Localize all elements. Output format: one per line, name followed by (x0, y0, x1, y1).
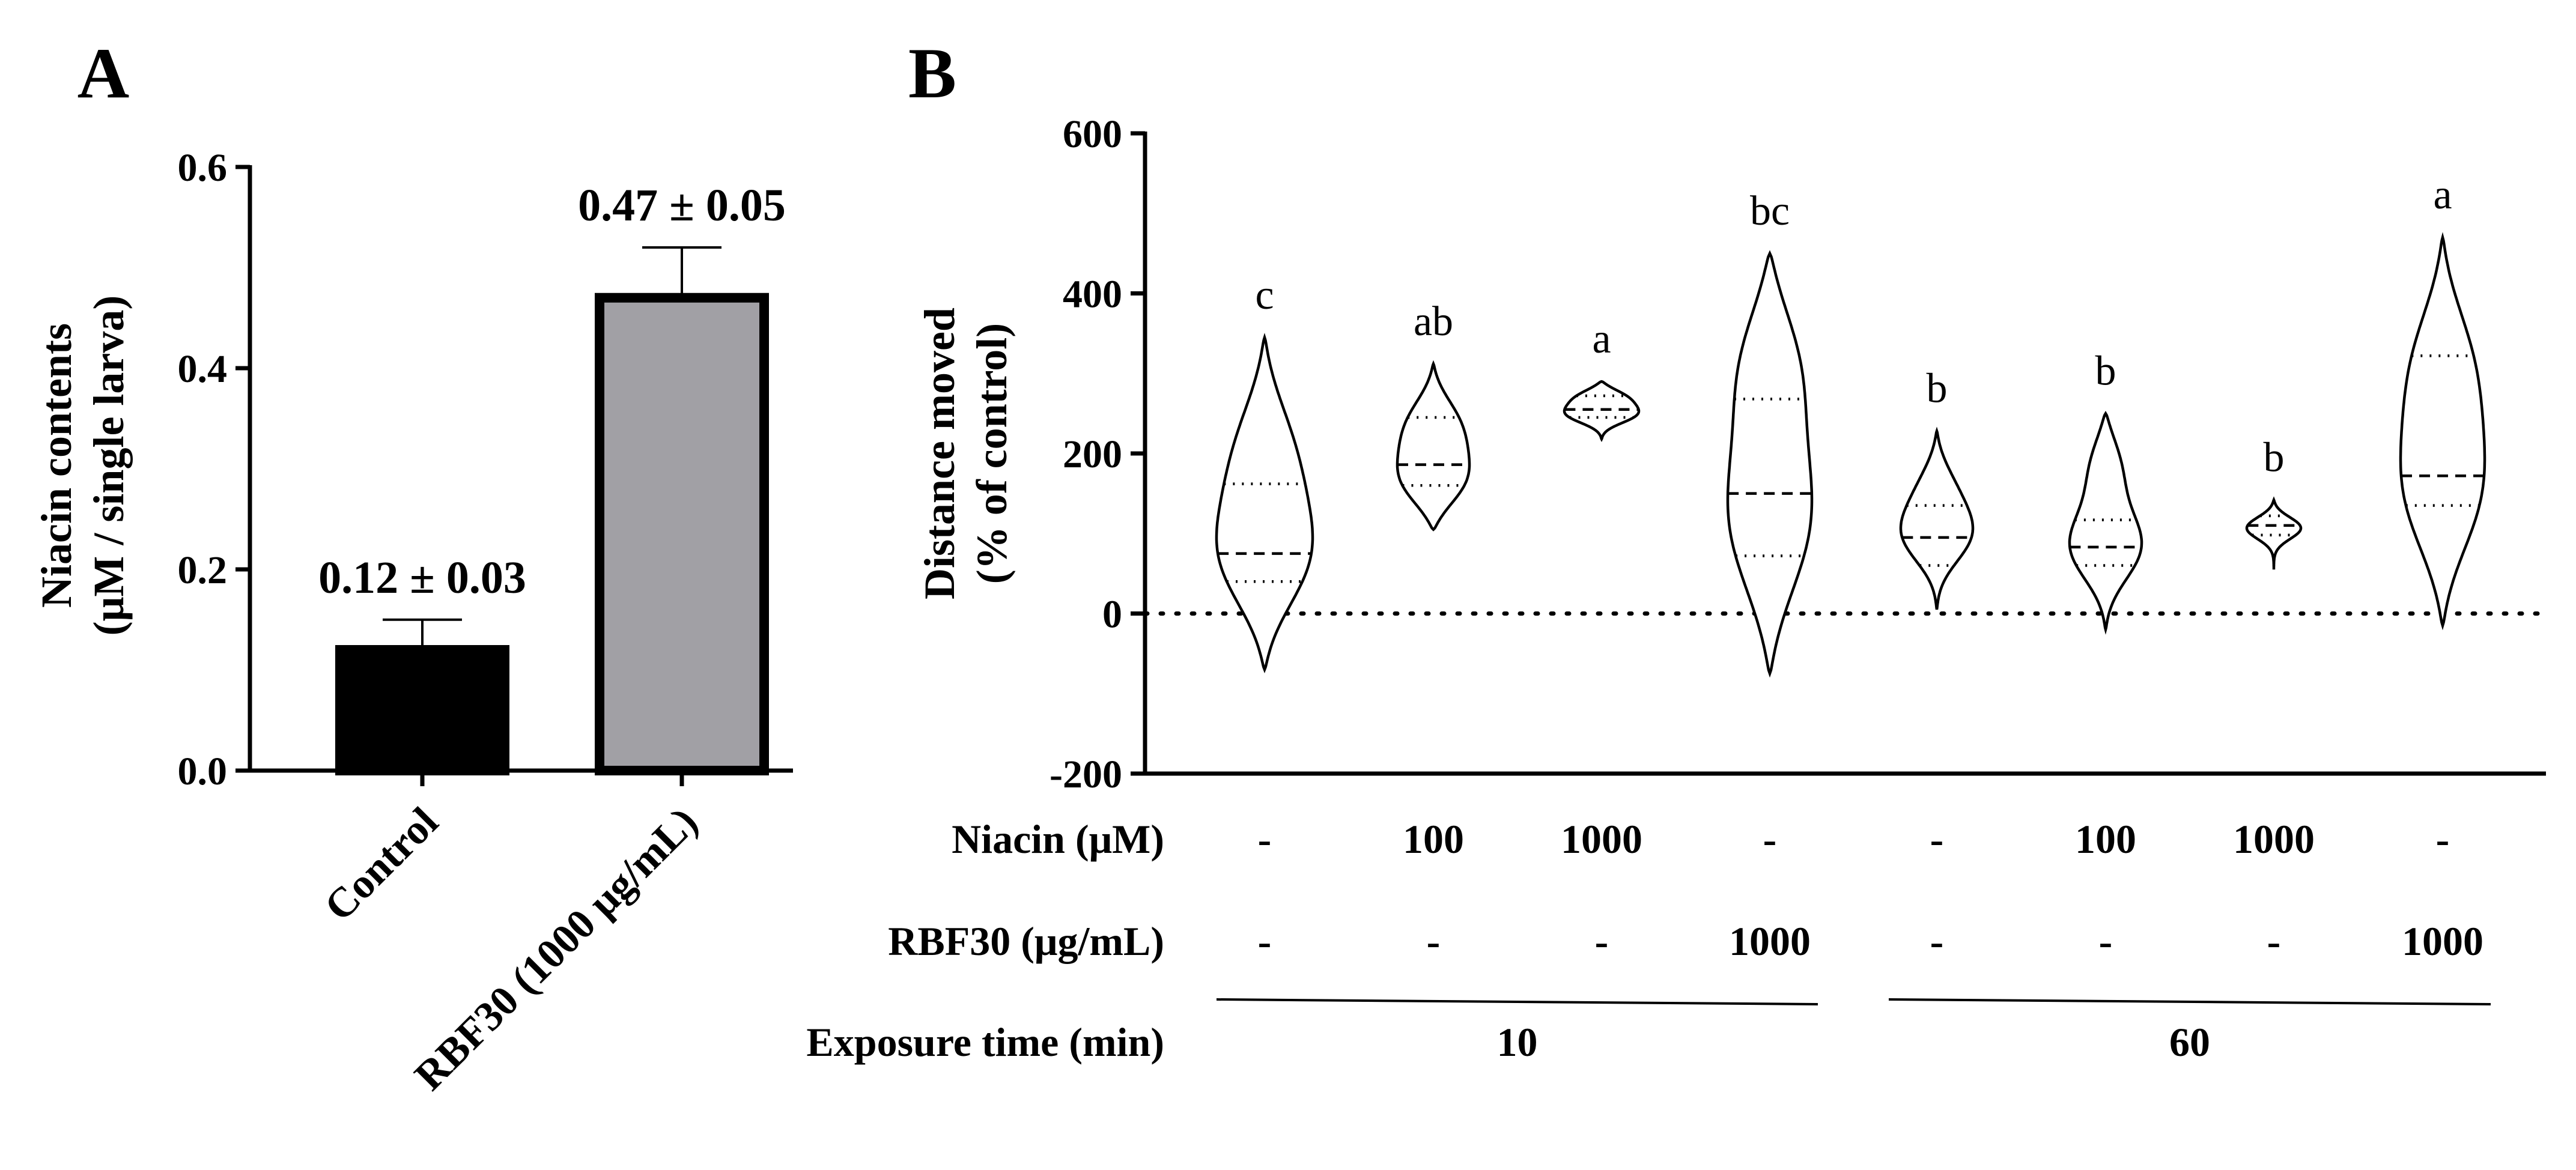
niacin-value: 1000 (2233, 816, 2315, 862)
panel-a-y-tick-label: 0.4 (178, 347, 228, 391)
rbf30-value: - (2267, 918, 2281, 964)
niacin-value: - (1930, 816, 1944, 862)
panel-b-significance-letter: b (1927, 366, 1948, 412)
exposure-value: 10 (1497, 1019, 1538, 1065)
niacin-value: 100 (2075, 816, 2136, 862)
niacin-value: 1000 (1561, 816, 1642, 862)
panel-a-bars: 0.12 ± 0.03 0.47 ± 0.05 (318, 180, 786, 775)
panel-a-bar (595, 292, 769, 775)
panel-b-y-axis: -200 0 200 400 600 (1050, 112, 2546, 796)
panel-a-category-label: RBF30 (1000 μg/mL) (406, 799, 706, 1099)
panel-a-value-label: 0.12 ± 0.03 (318, 553, 526, 603)
panel-b-significance-letter: b (2095, 348, 2116, 394)
panel-b-y-axis-title-line1: Distance moved (916, 308, 964, 599)
panel-b-y-tick-label: 0 (1102, 593, 1122, 637)
panel-a-letter: A (77, 33, 130, 113)
panel-b: B Distance moved (% of control) -200 0 200… (806, 33, 2548, 1065)
panel-b-significance-letter: a (1592, 316, 1611, 362)
panel-a: A Niacin contents (μM / single larva) 0.… (32, 33, 793, 1099)
row-label-niacin: Niacin (μM) (952, 816, 1164, 862)
rbf30-value: - (1258, 918, 1272, 964)
panel-a-y-axis-title: Niacin contents (μM / single larva) (32, 296, 133, 636)
panel-b-significance-letter: b (2264, 434, 2285, 480)
niacin-value: - (1763, 816, 1777, 862)
niacin-value: - (1258, 816, 1272, 862)
rbf30-value: - (2099, 918, 2113, 964)
rbf30-value: 1000 (1729, 918, 1811, 964)
panel-b-y-axis-title-line2: (% of control) (968, 323, 1016, 584)
exposure-value: 60 (2169, 1019, 2210, 1065)
panel-b-violin (1726, 250, 1814, 678)
panel-b-y-tick-label: 600 (1063, 112, 1122, 156)
panel-b-significance-letter: ab (1414, 299, 1453, 345)
rbf30-value: - (1595, 918, 1609, 964)
panel-a-y-axis: 0.0 0.2 0.4 0.6 (178, 146, 252, 793)
panel-b-violin (1215, 333, 1314, 673)
panel-b-violin (1396, 360, 1471, 532)
panel-b-violins: c ab a bc b b b a (1215, 172, 2486, 678)
niacin-value: - (2436, 816, 2450, 862)
panel-b-violin (2068, 411, 2143, 635)
panel-a-y-axis-title-line2: (μM / single larva) (85, 296, 133, 636)
panel-b-y-axis-title: Distance moved (% of control) (916, 308, 1016, 599)
rbf30-value: - (1930, 918, 1944, 964)
panel-b-y-tick-label: 400 (1063, 273, 1122, 317)
panel-a-y-tick-label: 0.0 (178, 750, 228, 793)
exposure-bracket-line (1216, 998, 1818, 1005)
panel-b-significance-letter: a (2433, 172, 2452, 218)
panel-b-letter: B (908, 33, 956, 113)
niacin-value: 100 (1403, 816, 1464, 862)
panel-a-y-tick-label: 0.2 (178, 548, 228, 592)
panel-a-category-label: Control (316, 799, 448, 930)
panel-b-violin (1899, 426, 1975, 610)
panel-b-y-tick-label: 200 (1063, 432, 1122, 476)
panel-b-treatment-table: Niacin (μM) RBF30 (μg/mL) Exposure time … (806, 816, 2491, 1065)
exposure-bracket-line (1888, 998, 2491, 1005)
rbf30-value: 1000 (2402, 918, 2483, 964)
row-label-rbf30: RBF30 (μg/mL) (888, 918, 1164, 964)
panel-a-y-axis-title-line1: Niacin contents (32, 323, 80, 608)
panel-b-violin (2245, 496, 2303, 570)
panel-a-y-tick-label: 0.6 (178, 146, 228, 190)
rbf30-value: - (1427, 918, 1441, 964)
panel-a-value-label: 0.47 ± 0.05 (578, 180, 786, 231)
panel-a-bar (335, 645, 509, 775)
panel-b-significance-letter: c (1255, 272, 1274, 318)
panel-b-significance-letter: bc (1750, 188, 1790, 234)
panel-b-violin (2399, 232, 2486, 631)
row-label-exposure: Exposure time (min) (806, 1019, 1164, 1065)
panel-b-y-tick-label: -200 (1050, 753, 1122, 796)
